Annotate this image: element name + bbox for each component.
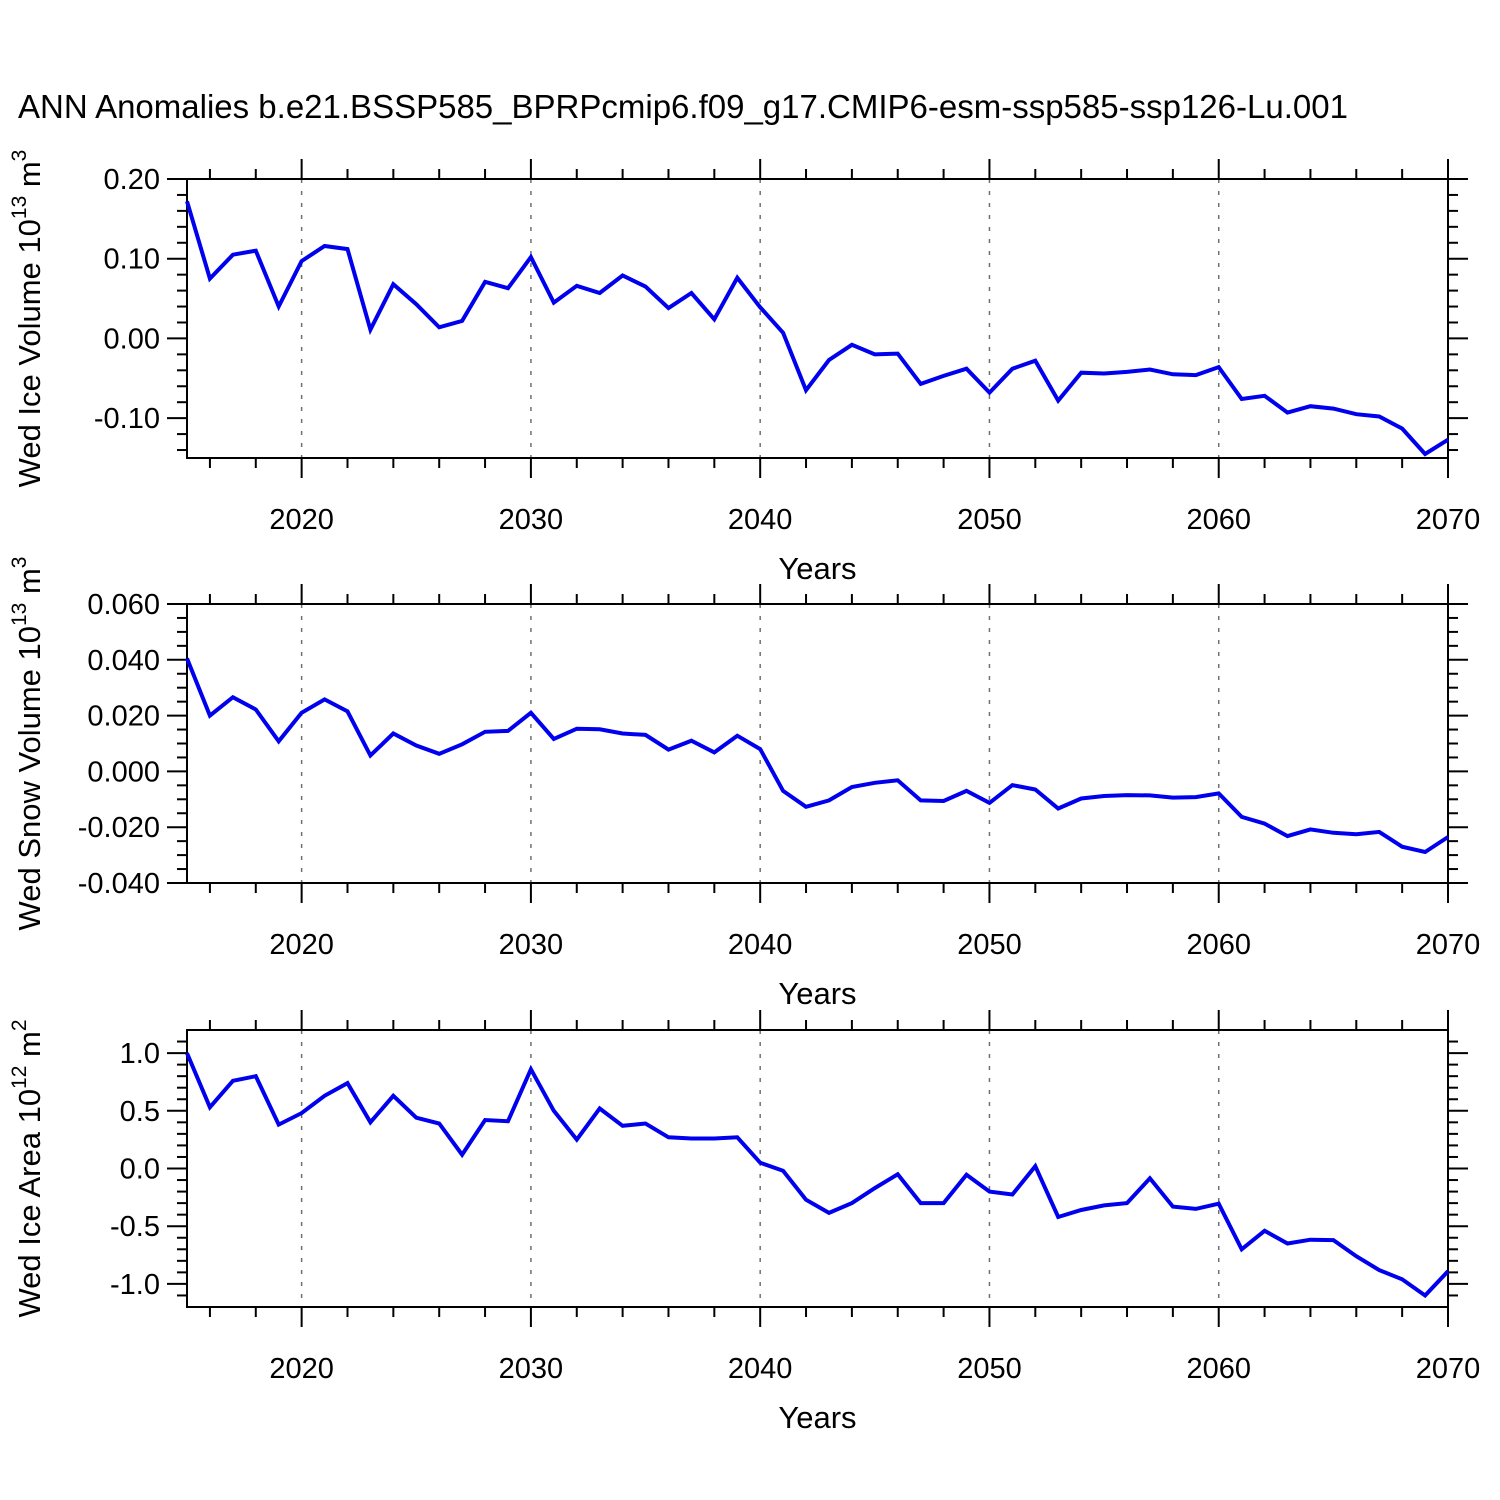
x-tick-label: 2050 <box>957 929 1022 961</box>
y-tick-label: 0.5 <box>120 1096 160 1128</box>
wed-ice-area-data-line <box>185 1052 1450 1299</box>
y-axis-title: Wed Ice Volume 1013 m3 <box>8 150 47 488</box>
y-axis-title-exponent: 3 <box>8 557 31 569</box>
y-axis-title-exponent: 13 <box>8 603 31 626</box>
y-tick-label: 0.060 <box>87 589 160 621</box>
x-tick-label: 2070 <box>1416 504 1481 536</box>
y-axis-title-text: Wed Ice Area 10 <box>12 1089 47 1318</box>
wed-snow-volume-plot: 2020 2030 2040 2050 2060 2070 0.060 0.040 0.020 0… <box>8 557 1480 1011</box>
plot-frame <box>186 603 1449 884</box>
wed-ice-area-plot: 2020 2030 2040 2050 2060 2070 1.0 0.5 0.0 -0.5 -1.… <box>8 1010 1480 1435</box>
wed-ice-volume-plot: 2020 2030 2040 2050 2060 2070 0.20 0.10 0.00 -0.1… <box>8 150 1480 586</box>
y-tick-label: 0.20 <box>104 164 160 196</box>
y-axis-title-exponent: 3 <box>8 150 31 162</box>
x-tick-label: 2060 <box>1186 929 1251 961</box>
figure-title: ANN Anomalies b.e21.BSSP585_BPRPcmip6.f0… <box>18 88 1348 125</box>
x-tick-label: 2020 <box>269 1353 334 1385</box>
x-tick-label: 2060 <box>1186 504 1251 536</box>
y-tick-label: 0.000 <box>87 756 160 788</box>
x-tick-label: 2040 <box>728 1353 793 1385</box>
y-axis-title-text: m <box>12 161 47 195</box>
y-tick-label: 0.0 <box>120 1154 160 1186</box>
plot-frame <box>186 1029 1449 1308</box>
x-tick-label: 2030 <box>499 504 564 536</box>
x-tick-label: 2020 <box>269 929 334 961</box>
y-tick-label: -1.0 <box>110 1269 160 1301</box>
plot-frame <box>186 178 1449 459</box>
wed-ice-volume-data-line <box>185 200 1450 457</box>
x-axis-title: Years <box>778 976 856 1011</box>
x-tick-label: 2070 <box>1416 929 1481 961</box>
x-tick-label: 2050 <box>957 504 1022 536</box>
x-tick-label: 2030 <box>499 1353 564 1385</box>
y-axis-title-text: Wed Ice Volume 10 <box>12 219 47 487</box>
y-axis-title-text: m <box>12 1031 47 1065</box>
x-tick-label: 2070 <box>1416 1353 1481 1385</box>
y-tick-label: 0.00 <box>104 323 160 355</box>
y-tick-label: 0.040 <box>87 645 160 677</box>
x-tick-label: 2040 <box>728 929 793 961</box>
y-tick-label: 0.10 <box>104 244 160 276</box>
y-tick-label: -0.020 <box>78 812 160 844</box>
y-axis-title: Wed Snow Volume 1013 m3 <box>8 557 47 931</box>
y-axis-title-exponent: 2 <box>8 1019 31 1031</box>
wed-snow-volume-data-line <box>185 657 1450 855</box>
y-tick-label: -0.5 <box>110 1211 160 1243</box>
y-axis-title-exponent: 13 <box>8 196 31 219</box>
y-axis-title: Wed Ice Area 1012 m2 <box>8 1019 47 1317</box>
x-tick-label: 2020 <box>269 504 334 536</box>
y-tick-label: -0.040 <box>78 868 160 900</box>
y-tick-label: -0.10 <box>94 403 160 435</box>
y-axis-title-text: m <box>12 568 47 602</box>
x-tick-label: 2060 <box>1186 1353 1251 1385</box>
y-tick-label: 0.020 <box>87 701 160 733</box>
x-tick-label: 2030 <box>499 929 564 961</box>
x-axis-title: Years <box>778 551 856 586</box>
y-axis-title-text: Wed Snow Volume 10 <box>12 626 47 930</box>
x-tick-label: 2050 <box>957 1353 1022 1385</box>
x-axis-title: Years <box>778 1400 856 1435</box>
y-axis-title-exponent: 12 <box>8 1066 31 1089</box>
x-tick-label: 2040 <box>728 504 793 536</box>
y-tick-label: 1.0 <box>120 1038 160 1070</box>
